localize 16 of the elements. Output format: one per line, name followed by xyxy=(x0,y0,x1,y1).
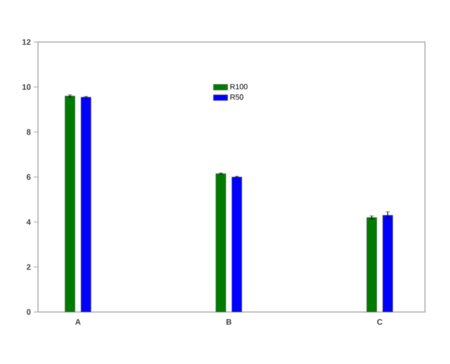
y-tick-label: 8 xyxy=(26,129,31,135)
bar xyxy=(232,176,242,312)
y-tick-label: 6 xyxy=(26,174,31,180)
y-tick-label: 0 xyxy=(26,309,31,315)
bar xyxy=(64,96,76,312)
bar xyxy=(382,215,393,312)
y-tick-label: 10 xyxy=(22,84,31,90)
x-tick-label: B xyxy=(226,319,232,325)
y-tick-label: 2 xyxy=(26,264,31,270)
x-tick-label: A xyxy=(75,319,81,325)
bar xyxy=(80,96,92,312)
bar xyxy=(216,173,226,312)
bar xyxy=(366,217,377,312)
x-tick-label: C xyxy=(377,319,382,325)
y-tick-label: 4 xyxy=(26,219,31,225)
y-tick-label: 12 xyxy=(22,39,31,45)
